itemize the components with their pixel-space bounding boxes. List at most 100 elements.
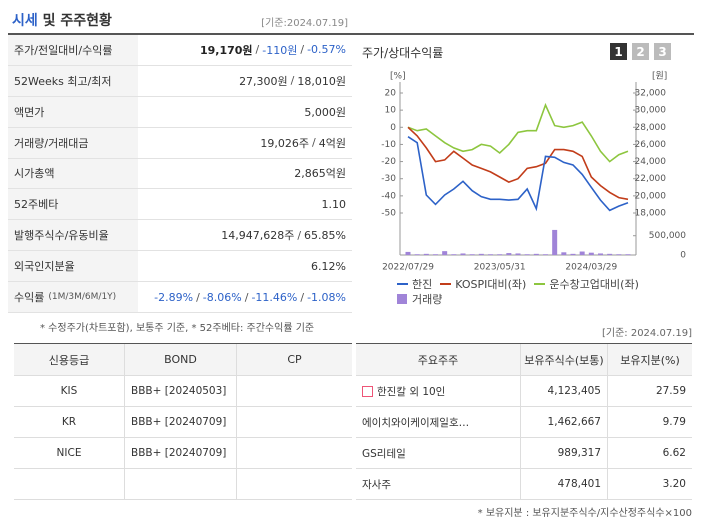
table-cell: 자사주 (356, 469, 520, 500)
volume-bar (561, 252, 567, 255)
shareholder-note: * 보유지분 : 보유지분주식수/지수산정주식수×100 (477, 508, 692, 519)
volume-bar (552, 229, 558, 255)
top-rule (8, 33, 694, 35)
table-cell (14, 469, 124, 500)
row-label: 액면가 (8, 96, 138, 128)
cell-text: GS리테일 (362, 447, 406, 460)
value-part: 65.85% (304, 228, 346, 242)
table-cell: BBB+ [20240503] (124, 376, 236, 407)
separator: / (297, 228, 302, 242)
series-line (407, 136, 629, 212)
cell-text: NICE (56, 447, 82, 459)
separator: / (255, 43, 260, 57)
table-cell: 9.79 (607, 407, 692, 438)
row-label: 거래량/거래대금 (8, 127, 138, 159)
table-top-rule (14, 343, 352, 344)
header-cell: 주요주주 (356, 344, 520, 376)
table-cell: 27.59 (607, 376, 692, 407)
legend-swatch (440, 282, 452, 285)
legend-swatch (397, 293, 407, 304)
title-highlight: 시세 (12, 13, 38, 29)
table-cell: KIS (14, 376, 124, 407)
value-part: -8.06% (202, 290, 242, 304)
volume-bar (451, 254, 457, 255)
label-text: 거래량/거래대금 (14, 136, 89, 150)
table-cell: 989,317 (520, 438, 607, 469)
label-text: 액면가 (14, 105, 45, 119)
x-tick-label: 2023/05/31 (474, 263, 526, 273)
volume-bar (533, 253, 539, 255)
value-part: -1.08% (307, 290, 346, 304)
row-label: 52주베타 (8, 189, 138, 221)
cell-text: 6.62 (662, 447, 686, 459)
cell-text: 989,317 (557, 447, 601, 459)
volume-bar (543, 254, 548, 255)
table-cell: 6.62 (607, 438, 692, 469)
chart-tab[interactable]: 3 (654, 43, 671, 60)
header-cell: CP (236, 344, 352, 376)
value-part: -110원 (262, 43, 298, 57)
table-cell (236, 407, 352, 438)
x-tick-label: 2024/03/29 (565, 263, 617, 273)
volume-bar (488, 254, 493, 255)
header-cell: BOND (124, 344, 236, 376)
x-tick-label: 2022/07/29 (382, 263, 434, 273)
cell-text: 9.79 (662, 416, 686, 428)
separator: / (196, 290, 200, 304)
row-value: 19,026주/4억원 (138, 128, 352, 159)
volume-bar (478, 253, 484, 255)
header-cell: 신용등급 (14, 344, 124, 376)
value-part: -11.46% (251, 290, 298, 304)
legend-label: KOSPI대비(좌) (455, 277, 527, 291)
label-text: 외국인지분율 (14, 260, 75, 274)
label-text: 시가총액 (14, 167, 55, 181)
label-text: 52주베타 (14, 198, 59, 212)
row-label: 52Weeks 최고/최저 (8, 65, 138, 97)
legend-label: 한진 (412, 277, 433, 291)
y2-tick-label: 30,000 (635, 106, 667, 116)
table-top-rule (356, 343, 692, 344)
expand-icon (362, 385, 373, 397)
row-value: 19,170원 / -110원 / -0.57% (138, 35, 352, 66)
volume-bar (570, 253, 576, 255)
y-tick-label: -30 (381, 174, 396, 184)
table-cell: 한진칼 외 10인 (356, 376, 520, 407)
volume-bar (414, 254, 420, 255)
volume-tick-label: 500,000 (649, 231, 686, 241)
table-cell: GS리테일 (356, 438, 520, 469)
date-label: [기준:2024.07.19] (261, 18, 348, 29)
table-cell (236, 376, 352, 407)
value-part: 6.12% (311, 259, 346, 273)
volume-bar (616, 254, 622, 255)
series-line (407, 102, 629, 163)
row-value: -2.89% / -8.06% / -11.46% / -1.08% (138, 282, 352, 313)
volume-bar (579, 251, 585, 255)
header-cell: 보유주식수(보통) (520, 344, 607, 376)
y-axis-unit: [%] (390, 72, 406, 82)
volume-bar (405, 251, 411, 255)
volume-bar (497, 254, 503, 255)
y2-tick-label: 20,000 (635, 191, 667, 201)
label-text: 발행주식수/유동비율 (14, 229, 109, 243)
table-cell: KR (14, 407, 124, 438)
volume-bar (506, 253, 512, 255)
y-tick-label: 20 (385, 89, 397, 99)
cell-text: 한진칼 외 10인 (377, 385, 446, 398)
summary-table: 주가/전일대비/수익률 19,170원 / -110원 / -0.57% 52Weeks 최… (8, 35, 352, 313)
value-part: -0.57% (307, 43, 346, 57)
credit-table: 신용등급 BOND CP KIS BBB+ [20240503] KR BBB+ [2024… (14, 343, 352, 500)
y-tick-label: -50 (381, 209, 396, 219)
cell-text: KIS (60, 385, 78, 397)
table-cell: 에이치와이케이제일호… (356, 407, 520, 438)
chart-tab[interactable]: 1 (610, 43, 627, 60)
row-label: 발행주식수/유동비율 (8, 220, 138, 252)
chart-tab[interactable]: 2 (632, 43, 649, 60)
value-part: 1.10 (321, 197, 347, 211)
volume-bar (433, 254, 438, 255)
table-cell: 4,123,405 (520, 376, 607, 407)
volume-bar (524, 254, 530, 255)
volume-bar (607, 253, 613, 255)
row-label: 수익률 (1M/3M/6M/1Y) (8, 282, 138, 313)
row-value: 5,000원 (138, 97, 352, 128)
legend-label: 운수창고업대비(좌) (549, 277, 639, 291)
